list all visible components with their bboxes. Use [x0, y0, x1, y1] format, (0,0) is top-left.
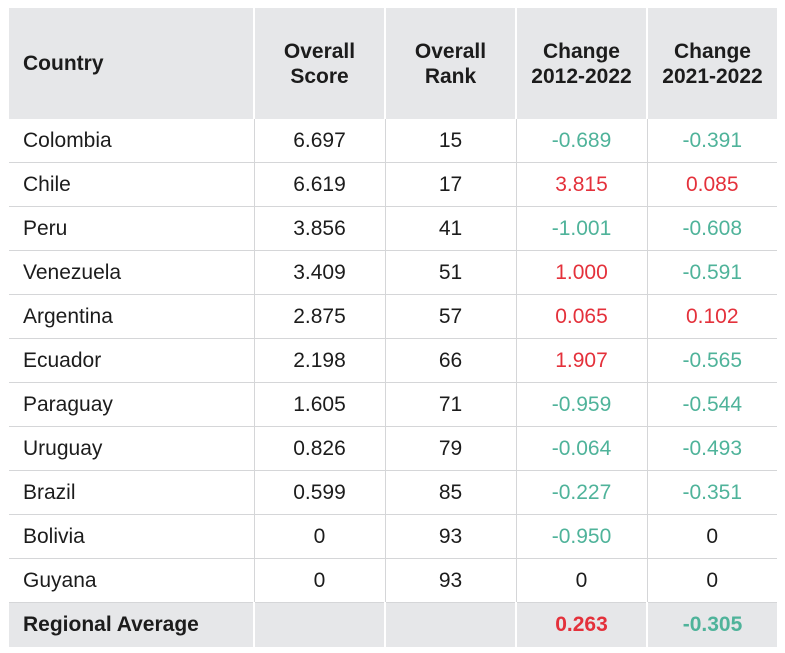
- country-cell: Guyana: [9, 558, 255, 603]
- header-country: Country: [9, 8, 255, 119]
- table-row: Colombia 6.697 15 -0.689 -0.391: [9, 119, 777, 163]
- header-rank-line1: Overall: [414, 39, 487, 63]
- change-2021-2022-cell: -0.351: [647, 470, 777, 515]
- change-2021-2022-cell: 0.102: [647, 294, 777, 339]
- overall-rank-cell: 51: [385, 250, 517, 295]
- table-row: Chile 6.619 17 3.815 0.085: [9, 162, 777, 207]
- overall-rank-cell: 15: [385, 119, 517, 163]
- change-2021-2022-cell: 0: [647, 558, 777, 603]
- country-cell: Venezuela: [9, 250, 255, 295]
- overall-rank-cell: 17: [385, 162, 517, 207]
- overall-score-cell: 0.826: [254, 426, 386, 471]
- change-2021-2022-cell: 0.085: [647, 162, 777, 207]
- change-2021-2022-cell: -0.544: [647, 382, 777, 427]
- change-2012-2022-cell: 0: [516, 558, 648, 603]
- overall-score-cell: 2.198: [254, 338, 386, 383]
- regional-average-row: Regional Average 0.263 -0.305: [9, 602, 777, 647]
- country-cell: Brazil: [9, 470, 255, 515]
- regional-average-rank: [385, 602, 517, 647]
- table-row: Ecuador 2.198 66 1.907 -0.565: [9, 338, 777, 383]
- overall-rank-cell: 41: [385, 206, 517, 251]
- overall-score-cell: 1.605: [254, 382, 386, 427]
- overall-score-cell: 6.619: [254, 162, 386, 207]
- country-cell: Colombia: [9, 119, 255, 163]
- overall-score-cell: 3.856: [254, 206, 386, 251]
- change-2021-2022-cell: -0.493: [647, 426, 777, 471]
- header-change1-line2: 2012-2022: [531, 64, 632, 88]
- header-score-line1: Overall: [283, 39, 356, 63]
- header-overall-rank: Overall Rank: [385, 8, 517, 119]
- change-2012-2022-cell: 1.000: [516, 250, 648, 295]
- table-row: Peru 3.856 41 -1.001 -0.608: [9, 206, 777, 251]
- change-2021-2022-cell: -0.565: [647, 338, 777, 383]
- table-row: Argentina 2.875 57 0.065 0.102: [9, 294, 777, 339]
- header-change1-line1: Change: [542, 39, 620, 63]
- header-change2-line1: Change: [673, 39, 751, 63]
- regional-average-change-2012-2022: 0.263: [516, 602, 648, 647]
- overall-score-cell: 6.697: [254, 119, 386, 163]
- regional-average-label: Regional Average: [9, 602, 255, 647]
- header-row: Country Overall Score Overall Rank Chang…: [9, 8, 777, 119]
- table-row: Guyana 0 93 0 0: [9, 558, 777, 603]
- change-2021-2022-cell: -0.391: [647, 119, 777, 163]
- header-change-2012-2022: Change 2012-2022: [516, 8, 648, 119]
- country-score-table: Country Overall Score Overall Rank Chang…: [9, 8, 777, 647]
- overall-rank-cell: 57: [385, 294, 517, 339]
- table-row: Brazil 0.599 85 -0.227 -0.351: [9, 470, 777, 515]
- change-2012-2022-cell: -1.001: [516, 206, 648, 251]
- header-change-2021-2022: Change 2021-2022: [647, 8, 777, 119]
- change-2012-2022-cell: -0.227: [516, 470, 648, 515]
- overall-score-cell: 2.875: [254, 294, 386, 339]
- overall-score-cell: 3.409: [254, 250, 386, 295]
- overall-rank-cell: 85: [385, 470, 517, 515]
- change-2012-2022-cell: 1.907: [516, 338, 648, 383]
- table-row: Venezuela 3.409 51 1.000 -0.591: [9, 250, 777, 295]
- country-cell: Bolivia: [9, 514, 255, 559]
- change-2021-2022-cell: -0.591: [647, 250, 777, 295]
- country-cell: Peru: [9, 206, 255, 251]
- table-header: Country Overall Score Overall Rank Chang…: [9, 8, 777, 119]
- overall-score-cell: 0: [254, 558, 386, 603]
- country-cell: Chile: [9, 162, 255, 207]
- table-row: Bolivia 0 93 -0.950 0: [9, 514, 777, 559]
- table-body: Colombia 6.697 15 -0.689 -0.391 Chile 6.619 17 3…: [9, 119, 777, 603]
- overall-rank-cell: 66: [385, 338, 517, 383]
- country-cell: Paraguay: [9, 382, 255, 427]
- change-2021-2022-cell: -0.608: [647, 206, 777, 251]
- overall-rank-cell: 79: [385, 426, 517, 471]
- overall-rank-cell: 71: [385, 382, 517, 427]
- change-2012-2022-cell: -0.689: [516, 119, 648, 163]
- overall-score-cell: 0.599: [254, 470, 386, 515]
- header-overall-score: Overall Score: [254, 8, 386, 119]
- overall-rank-cell: 93: [385, 514, 517, 559]
- overall-rank-cell: 93: [385, 558, 517, 603]
- header-rank-line2: Rank: [424, 64, 477, 88]
- change-2012-2022-cell: 3.815: [516, 162, 648, 207]
- change-2012-2022-cell: -0.064: [516, 426, 648, 471]
- overall-score-cell: 0: [254, 514, 386, 559]
- country-cell: Uruguay: [9, 426, 255, 471]
- change-2012-2022-cell: -0.950: [516, 514, 648, 559]
- table-row: Paraguay 1.605 71 -0.959 -0.544: [9, 382, 777, 427]
- country-cell: Argentina: [9, 294, 255, 339]
- header-score-line2: Score: [290, 64, 349, 88]
- change-2012-2022-cell: 0.065: [516, 294, 648, 339]
- data-table-container: Country Overall Score Overall Rank Chang…: [9, 8, 777, 647]
- regional-average-score: [254, 602, 386, 647]
- regional-average-change-2021-2022: -0.305: [647, 602, 777, 647]
- change-2021-2022-cell: 0: [647, 514, 777, 559]
- country-cell: Ecuador: [9, 338, 255, 383]
- table-footer: Regional Average 0.263 -0.305: [9, 602, 777, 647]
- change-2012-2022-cell: -0.959: [516, 382, 648, 427]
- header-change2-line2: 2021-2022: [662, 64, 763, 88]
- table-row: Uruguay 0.826 79 -0.064 -0.493: [9, 426, 777, 471]
